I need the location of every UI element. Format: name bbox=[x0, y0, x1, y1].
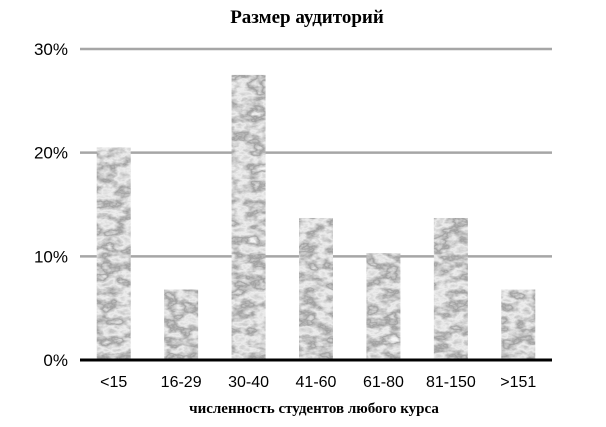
chart-title: Размер аудиторий bbox=[230, 7, 384, 28]
y-axis-ticks: 0% 10% 20% 30% bbox=[34, 40, 68, 370]
y-tick-label: 0% bbox=[43, 351, 68, 370]
x-tick-label: 81-150 bbox=[426, 374, 476, 391]
x-axis-ticks: <15 16-29 30-40 41-60 61-80 81-150 >151 bbox=[100, 374, 536, 391]
bar bbox=[299, 217, 333, 360]
bar bbox=[96, 147, 131, 360]
y-tick-label: 30% bbox=[34, 40, 68, 59]
x-tick-label: 16-29 bbox=[161, 374, 202, 391]
x-tick-label: 61-80 bbox=[363, 374, 404, 391]
x-tick-label: 30-40 bbox=[228, 374, 269, 391]
bar bbox=[164, 289, 199, 360]
y-tick-label: 20% bbox=[34, 144, 68, 163]
x-tick-label: <15 bbox=[100, 374, 127, 391]
bars bbox=[96, 74, 536, 361]
bar bbox=[231, 74, 266, 361]
x-tick-label: 41-60 bbox=[296, 374, 337, 391]
bar bbox=[501, 289, 536, 360]
bar bbox=[433, 217, 468, 360]
x-axis-label: численность студентов любого курса bbox=[189, 401, 439, 417]
x-tick-label: >151 bbox=[500, 374, 536, 391]
y-tick-label: 10% bbox=[34, 247, 68, 266]
bar bbox=[366, 253, 401, 360]
